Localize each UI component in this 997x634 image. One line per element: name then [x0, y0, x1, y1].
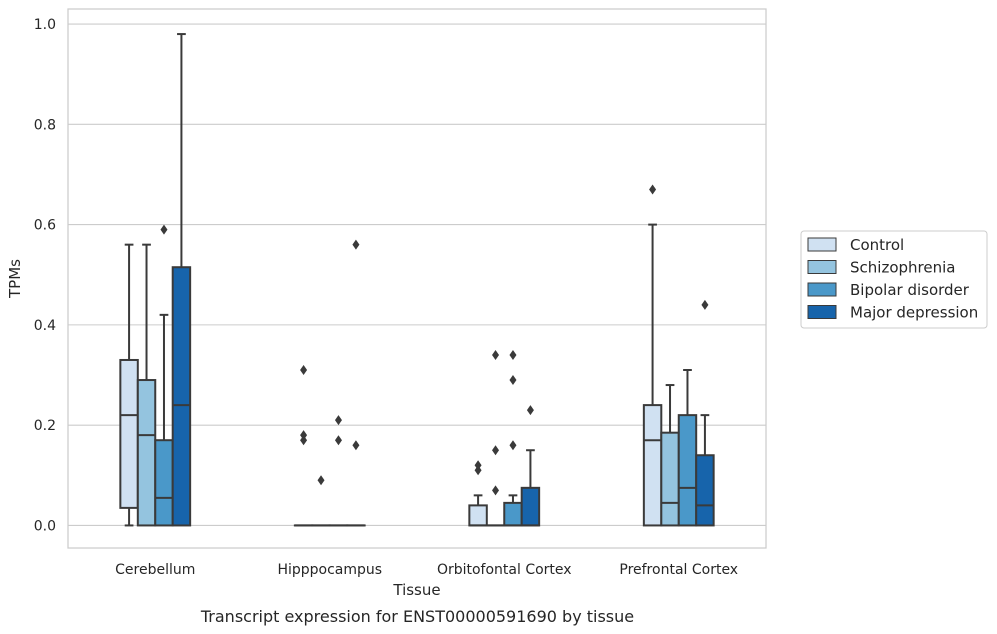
legend: Control Schizophrenia Bipolar disorder Majo… — [800, 230, 988, 329]
outlier-point — [492, 485, 500, 496]
x-tick-label: Hipppocampus — [277, 562, 382, 578]
legend-frame — [800, 230, 988, 329]
y-axis-label: TPMs — [6, 259, 24, 299]
chart-caption: Transcript expression for ENST0000059169… — [200, 607, 634, 626]
outlier-point — [300, 430, 308, 441]
outlier-point — [649, 184, 657, 195]
box-major-depression — [346, 239, 366, 527]
outlier-point — [509, 375, 517, 386]
box-iqr — [171, 266, 192, 527]
box-bipolar-disorder — [503, 349, 523, 527]
legend-label: Schizophrenia — [850, 259, 955, 277]
box-iqr — [154, 439, 174, 527]
y-tick-label: 1.0 — [34, 17, 56, 33]
y-tick-label: 0.4 — [34, 318, 56, 334]
y-tick-label: 0.0 — [34, 518, 56, 534]
box-major-depression — [520, 405, 541, 527]
x-axis-label: Tissue — [392, 581, 440, 599]
box-control — [293, 365, 314, 527]
box-bipolar-disorder — [154, 224, 174, 527]
legend-label: Major depression — [850, 304, 978, 322]
box-schizophrenia — [485, 349, 506, 527]
legend-swatch — [807, 305, 837, 319]
y-tick-label: 0.2 — [34, 418, 56, 434]
box-iqr — [136, 379, 157, 527]
outlier-point — [352, 440, 360, 451]
box-iqr — [660, 431, 680, 527]
box-major-depression — [695, 299, 715, 527]
outlier-point — [334, 435, 342, 446]
y-tick-label: 0.8 — [34, 117, 56, 133]
y-tick-label: 0.6 — [34, 218, 56, 234]
outlier-point — [300, 435, 308, 446]
outlier-point — [300, 365, 308, 376]
outlier-point — [701, 299, 709, 310]
box-control — [468, 460, 488, 527]
box-iqr — [119, 358, 139, 509]
box-control — [642, 184, 663, 527]
legend-swatch — [807, 260, 837, 274]
outlier-point — [509, 440, 517, 451]
outlier-point — [509, 349, 517, 360]
box-schizophrenia — [660, 384, 680, 527]
legend-label: Bipolar disorder — [850, 281, 970, 299]
box-iqr — [468, 504, 488, 527]
x-tick-label: Prefrontal Cortex — [619, 562, 738, 578]
outlier-point — [492, 349, 500, 360]
box-iqr — [677, 414, 698, 527]
outlier-point — [160, 224, 168, 235]
x-tick-label: Cerebellum — [115, 562, 195, 578]
box-schizophrenia — [311, 475, 331, 527]
box-major-depression — [171, 33, 192, 527]
x-tick-labels: Cerebellum Hipppocampus Orbitofontal Corte… — [115, 562, 738, 578]
plot-frame — [67, 8, 767, 549]
outlier-point — [334, 415, 342, 426]
legend-swatch — [807, 282, 837, 297]
box-bipolar-disorder — [328, 415, 349, 527]
box-layer — [119, 33, 715, 527]
outlier-point — [474, 465, 482, 476]
box-iqr — [520, 486, 541, 527]
y-tick-labels: 0.0 0.2 0.4 0.6 0.8 1.0 — [34, 17, 56, 534]
outlier-point — [317, 475, 325, 486]
legend-swatch — [807, 237, 837, 252]
box-iqr — [695, 454, 715, 527]
legend-label: Control — [850, 236, 904, 254]
box-iqr — [642, 404, 663, 527]
x-tick-label: Orbitofontal Cortex — [437, 562, 572, 578]
box-iqr — [503, 501, 523, 527]
outlier-point — [492, 445, 500, 456]
outlier-point — [474, 460, 482, 471]
outlier-point — [352, 239, 360, 250]
box-bipolar-disorder — [677, 369, 698, 527]
box-control — [119, 243, 139, 527]
outlier-point — [526, 405, 534, 416]
box-schizophrenia — [136, 243, 157, 527]
